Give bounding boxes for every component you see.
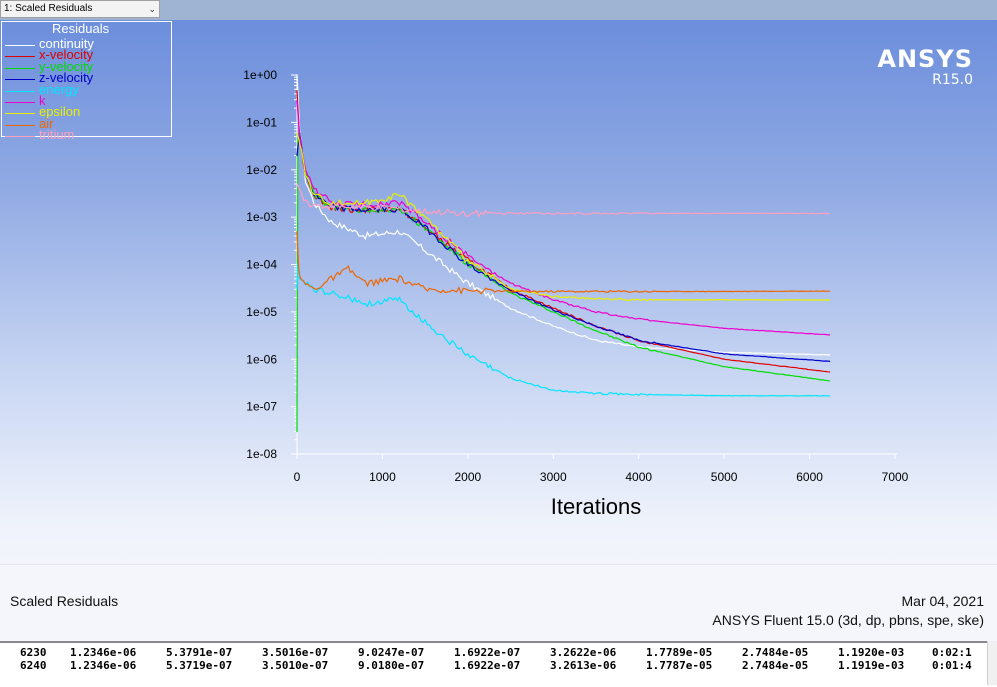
residual-value: 5.3791e-07 bbox=[166, 646, 233, 659]
software-info: ANSYS Fluent 15.0 (3d, dp, pbns, spe, sk… bbox=[712, 612, 984, 628]
plot-footer: Scaled Residuals Mar 04, 2021 ANSYS Flue… bbox=[0, 564, 997, 641]
residual-value: 3.2613e-06 bbox=[550, 659, 617, 672]
residual-value: 1.6922e-07 bbox=[454, 659, 521, 672]
residual-value: 5.3719e-07 bbox=[166, 659, 233, 672]
residual-value: 1.2346e-06 bbox=[70, 646, 137, 659]
residual-value: 1.7787e-05 bbox=[646, 659, 713, 672]
x-tick-label: 6000 bbox=[796, 470, 823, 484]
residual-value: 1.1920e-03 bbox=[838, 646, 905, 659]
graphics-window[interactable] bbox=[0, 20, 997, 564]
series-line-air bbox=[296, 231, 831, 295]
plot-date: Mar 04, 2021 bbox=[901, 593, 985, 609]
legend-label: energy bbox=[39, 81, 79, 97]
series-line-z-velocity bbox=[296, 132, 831, 362]
x-tick-label: 3000 bbox=[540, 470, 567, 484]
brand-name: ANSYS bbox=[877, 45, 973, 73]
legend-swatch bbox=[5, 45, 35, 46]
x-tick-label: 7000 bbox=[882, 470, 909, 484]
y-tick-label: 1e+00 bbox=[243, 68, 277, 82]
console-scrollbar[interactable] bbox=[987, 641, 997, 685]
legend-swatch bbox=[5, 124, 35, 126]
legend-label: air bbox=[39, 115, 54, 131]
legend-item-k: k bbox=[2, 93, 172, 108]
iteration-number: 6230 bbox=[20, 646, 47, 659]
x-tick-label: 4000 bbox=[625, 470, 652, 484]
legend-item-air: air bbox=[2, 115, 172, 131]
residual-value: 2.7484e-05 bbox=[742, 646, 809, 659]
console-row: 6240 1.2346e-06 5.3719e-07 3.5010e-07 9.0180… bbox=[0, 659, 990, 672]
y-tick-label: 1e-02 bbox=[246, 163, 277, 177]
time-remaining: 0:02:1 bbox=[932, 646, 972, 659]
x-tick-label: 0 bbox=[294, 470, 301, 484]
console-row: 6230 1.2346e-06 5.3791e-07 3.5016e-07 9.0247… bbox=[0, 646, 990, 659]
y-tick-label: 1e-05 bbox=[246, 305, 277, 319]
legend-label: x-velocity bbox=[39, 47, 94, 63]
series-line-energy bbox=[296, 263, 831, 397]
legend-label: k bbox=[39, 93, 46, 108]
legend-item-tritium: tritium bbox=[2, 127, 172, 143]
y-tick-label: 1e-08 bbox=[246, 447, 277, 461]
plot-selector-value: 1: Scaled Residuals bbox=[4, 3, 93, 14]
residuals-chart: 1e+00 1e-01 1e-02 1e-03 1e-04 1e-05 1e-06 1e-07… bbox=[243, 68, 909, 519]
residual-value: 2.7484e-05 bbox=[742, 659, 809, 672]
legend-swatch bbox=[5, 90, 35, 92]
y-tick-label: 1e-03 bbox=[246, 210, 277, 224]
residual-value: 1.6922e-07 bbox=[454, 646, 521, 659]
legend-swatch bbox=[5, 79, 35, 81]
iteration-number: 6240 bbox=[20, 659, 47, 672]
y-tick-label: 1e-07 bbox=[246, 400, 277, 414]
series-line-k bbox=[296, 99, 831, 336]
legend-swatch bbox=[5, 136, 35, 138]
legend-item-x-velocity: x-velocity bbox=[2, 47, 172, 63]
y-tick-label: 1e-04 bbox=[246, 258, 277, 272]
legend-label: tritium bbox=[39, 127, 75, 143]
residual-value: 3.5010e-07 bbox=[262, 659, 329, 672]
legend-label: y-velocity bbox=[39, 58, 94, 74]
x-tick-label: 5000 bbox=[711, 470, 738, 484]
x-tick-label: 2000 bbox=[455, 470, 482, 484]
brand-version: R15.0 bbox=[932, 72, 973, 88]
time-remaining: 0:01:4 bbox=[932, 659, 972, 672]
residual-value: 9.0180e-07 bbox=[358, 659, 425, 672]
legend-label: continuity bbox=[39, 36, 94, 51]
chevron-down-icon[interactable]: ⌄ bbox=[148, 4, 156, 14]
y-tick-label: 1e-06 bbox=[246, 352, 277, 366]
y-tick-label: 1e-01 bbox=[246, 115, 277, 129]
series-line-tritium bbox=[296, 183, 831, 218]
residual-value: 1.1919e-03 bbox=[838, 659, 905, 672]
ansys-logo: ANSYS R15.0 bbox=[877, 45, 973, 87]
plot-selector-dropdown[interactable]: 1: Scaled Residuals ⌄ bbox=[0, 0, 160, 18]
residual-value: 9.0247e-07 bbox=[358, 646, 425, 659]
legend-swatch bbox=[5, 67, 35, 69]
legend-item-epsilon: epsilon bbox=[2, 104, 172, 120]
residual-value: 3.5016e-07 bbox=[262, 646, 329, 659]
legend-title: Residuals bbox=[52, 21, 110, 36]
legend-item-energy: energy bbox=[2, 81, 172, 97]
legend: Residuals continuity x-velocity y-velocity… bbox=[1, 21, 172, 142]
legend-item-y-velocity: y-velocity bbox=[2, 58, 172, 74]
console-output[interactable]: 6230 1.2346e-06 5.3791e-07 3.5016e-07 9.0247… bbox=[0, 641, 997, 687]
legend-item-z-velocity: z-velocity bbox=[2, 70, 172, 86]
legend-swatch bbox=[5, 113, 35, 115]
legend-swatch bbox=[5, 56, 35, 58]
toolbar: 1: Scaled Residuals ⌄ bbox=[0, 0, 997, 20]
legend-label: z-velocity bbox=[39, 70, 94, 86]
x-tick-label: 1000 bbox=[369, 470, 396, 484]
plot-name: Scaled Residuals bbox=[10, 593, 119, 609]
residual-value: 1.7789e-05 bbox=[646, 646, 713, 659]
series-line-continuity bbox=[296, 74, 831, 356]
series-line-epsilon bbox=[296, 132, 831, 302]
legend-label: epsilon bbox=[39, 104, 81, 120]
legend-swatch bbox=[5, 102, 35, 103]
x-axis-label: Iterations bbox=[551, 494, 642, 519]
residual-value: 1.2346e-06 bbox=[70, 659, 137, 672]
residual-value: 3.2622e-06 bbox=[550, 646, 617, 659]
legend-item-continuity: continuity bbox=[2, 36, 172, 51]
series-line-x-velocity bbox=[296, 90, 831, 373]
